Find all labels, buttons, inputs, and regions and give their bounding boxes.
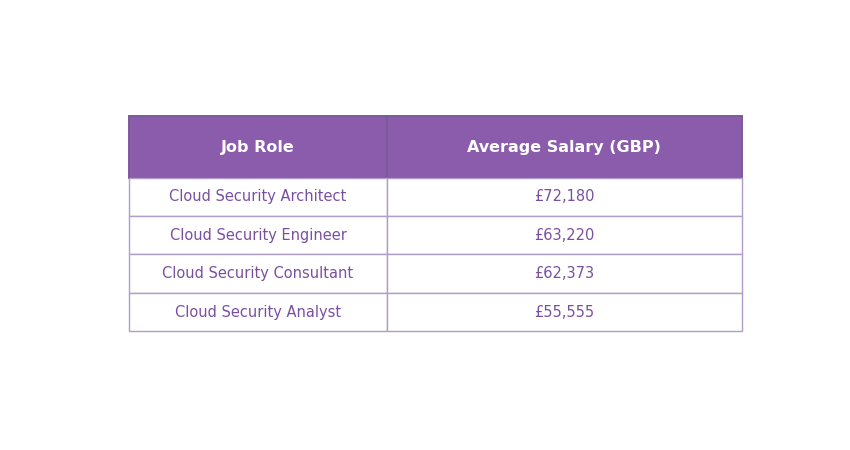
Text: Cloud Security Consultant: Cloud Security Consultant (162, 266, 354, 281)
Text: Job Role: Job Role (221, 140, 295, 154)
Text: £63,220: £63,220 (534, 228, 594, 243)
Text: Cloud Security Architect: Cloud Security Architect (169, 189, 347, 204)
Bar (129, 178, 387, 216)
Bar (387, 255, 742, 293)
Bar (387, 117, 742, 178)
Text: £72,180: £72,180 (534, 189, 594, 204)
Bar (129, 117, 387, 178)
Bar (129, 255, 387, 293)
Text: Cloud Security Analyst: Cloud Security Analyst (175, 305, 341, 320)
Text: £62,373: £62,373 (534, 266, 594, 281)
Text: £55,555: £55,555 (534, 305, 594, 320)
Bar (387, 216, 742, 255)
Text: Average Salary (GBP): Average Salary (GBP) (468, 140, 661, 154)
Bar (129, 216, 387, 255)
Bar (387, 178, 742, 216)
Text: Cloud Security Engineer: Cloud Security Engineer (169, 228, 347, 243)
Bar (129, 293, 387, 331)
Bar (387, 293, 742, 331)
